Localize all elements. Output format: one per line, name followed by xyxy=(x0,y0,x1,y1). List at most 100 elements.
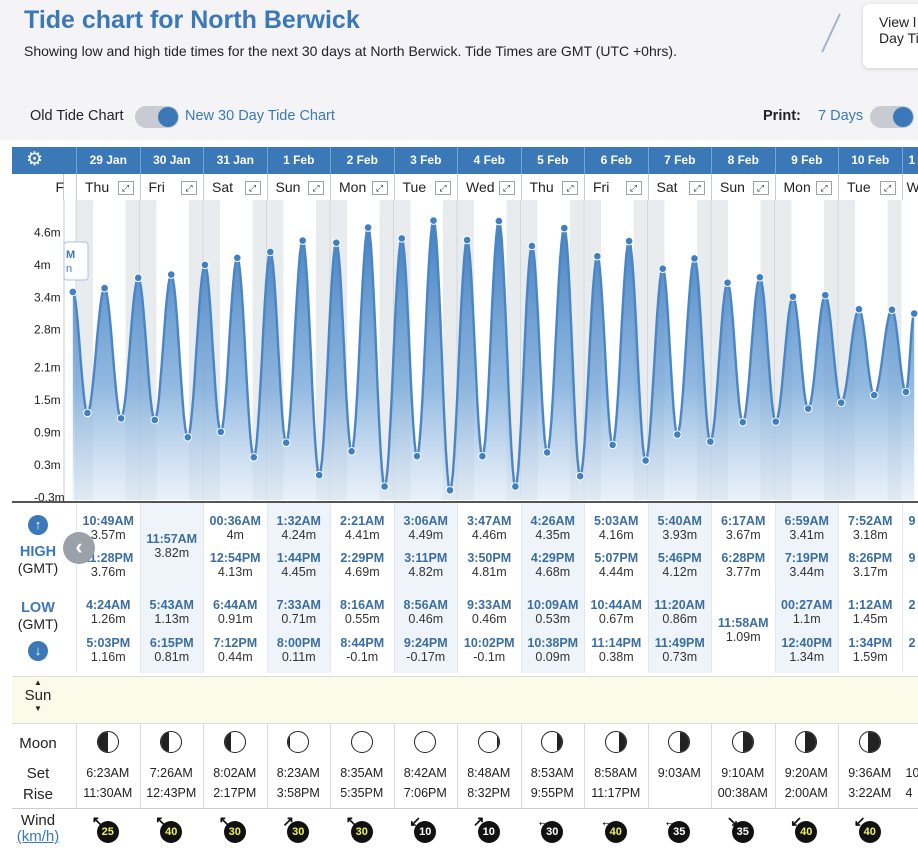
day-of-week: Sun xyxy=(266,174,331,200)
expand-icon[interactable]: ⤢ xyxy=(244,181,261,195)
high-tide-time: 3:11PM xyxy=(404,551,448,565)
partial-cell: 4 xyxy=(905,786,913,800)
date-cell[interactable]: 4 Feb xyxy=(457,147,521,174)
moon-rise-time: 11:30AM xyxy=(83,786,133,800)
tide-extreme-point xyxy=(216,427,226,437)
date-cell[interactable]: 10 Feb xyxy=(838,147,902,174)
expand-icon[interactable]: ⤢ xyxy=(879,181,896,195)
previous-arrow-icon[interactable]: ‹ xyxy=(63,532,95,564)
wind-speed-badge: 35 xyxy=(668,821,691,843)
y-axis-panel xyxy=(12,200,64,502)
new-chart-label[interactable]: New 30 Day Tide Chart xyxy=(185,108,335,124)
expand-icon[interactable]: ⤢ xyxy=(117,181,134,195)
low-tide-time: 11:14PM xyxy=(591,636,642,650)
tide-extreme-point xyxy=(527,241,537,251)
wind-direction-icon: ↙ xyxy=(790,813,802,829)
expand-icon[interactable]: ⤢ xyxy=(308,181,324,195)
low-tide-height: 1.09m xyxy=(725,630,761,644)
expand-icon[interactable]: ⤢ xyxy=(498,181,515,195)
tide-extreme-point xyxy=(673,430,682,439)
date-cell[interactable]: 8 Feb xyxy=(711,147,775,174)
view-button-line1: View l xyxy=(879,14,917,30)
expand-icon[interactable]: ⤢ xyxy=(625,181,642,195)
low-tide-height: -0.1m xyxy=(473,650,506,664)
tide-column: 3:06AM 4.49m 3:11PM 4.82m 8:56AM 0.46m 9:24PM -… xyxy=(393,503,457,673)
moon-phase-icon xyxy=(668,731,691,753)
high-tide-height: 4.81m xyxy=(471,565,507,579)
wind-unit-link[interactable]: (km/h) xyxy=(16,828,60,845)
tide-extreme-point xyxy=(803,404,813,413)
date-cell[interactable]: 2 Feb xyxy=(330,147,394,174)
partial-tide-time: 2 xyxy=(908,636,916,650)
moon-phase-icon xyxy=(604,731,627,753)
tooltip-subtext: n xyxy=(66,263,72,275)
day-of-week: Fri xyxy=(584,174,648,200)
old-chart-label[interactable]: Old Tide Chart xyxy=(30,108,124,124)
high-tide-time: 12:54PM xyxy=(209,551,261,565)
tide-extreme-point xyxy=(641,456,650,465)
high-tide-height: 3.67m xyxy=(725,528,761,542)
day-of-week: Sat xyxy=(647,174,712,200)
moon-shadow xyxy=(496,732,499,752)
gear-icon[interactable]: ⚙ xyxy=(26,149,44,170)
tide-extreme-point xyxy=(83,408,92,418)
wind-speed-badge: 30 xyxy=(223,821,246,843)
low-tide-time: 11:20AM xyxy=(654,598,706,612)
expand-icon[interactable]: ⤢ xyxy=(371,181,388,195)
date-cell[interactable]: 31 Jan xyxy=(203,147,267,174)
moon-set-time: 9:20AM xyxy=(784,766,828,780)
tide-column: 00:36AM 4m 12:54PM 4.13m 6:44AM 0.91m 7:12PM 0.… xyxy=(203,503,267,673)
high-tide-time: 7:52AM xyxy=(848,514,893,528)
y-tick-label: 0.3m xyxy=(34,458,61,472)
day-row-left-strip: F xyxy=(12,174,64,200)
moon-phase-icon xyxy=(477,731,500,753)
date-cell[interactable]: 29 Jan xyxy=(76,147,140,174)
expand-icon[interactable]: ⤢ xyxy=(562,181,578,195)
scroll-up-icon[interactable]: ↑ xyxy=(28,515,48,535)
column-divider xyxy=(266,676,268,808)
day-of-week: Fri xyxy=(139,174,204,200)
moon-set-time: 8:58AM xyxy=(594,766,638,780)
sun-label-text: Sun xyxy=(24,687,52,704)
date-cell[interactable]: 7 Feb xyxy=(647,147,712,174)
expand-icon[interactable]: ⤢ xyxy=(181,181,197,195)
wind-direction-icon: ↗ xyxy=(282,813,294,829)
column-divider xyxy=(838,676,839,808)
low-tide-time: 10:02PM xyxy=(463,636,515,650)
tide-extreme-point xyxy=(478,451,487,461)
date-cell[interactable]: 1 Feb xyxy=(266,147,331,174)
date-cell[interactable]: 6 Feb xyxy=(584,147,648,174)
day-of-week: Tue xyxy=(393,174,458,200)
day-of-week: Thu xyxy=(76,174,140,200)
date-cell[interactable]: 3 Feb xyxy=(393,147,458,174)
expand-icon[interactable]: ⤢ xyxy=(689,181,705,195)
expand-icon[interactable]: ⤢ xyxy=(752,181,769,195)
high-tide-time: 3:06AM xyxy=(403,514,448,528)
chart-baseline xyxy=(12,501,918,503)
tide-extreme-point xyxy=(608,440,617,450)
low-label: LOW (GMT) xyxy=(12,599,64,632)
print-days-toggle[interactable] xyxy=(870,106,914,128)
tide-column: 5:40AM 3.93m 5:46PM 4.12m 11:20AM 0.86m 11:49P… xyxy=(647,503,711,673)
moon-rise-time: 5:35PM xyxy=(340,786,384,800)
high-tide-height: 4.69m xyxy=(344,565,380,579)
print-days-label[interactable]: 7 Days xyxy=(818,108,864,124)
tide-extreme-point xyxy=(887,305,897,315)
high-tide-time: 6:17AM xyxy=(721,514,766,528)
high-tide-height: 4.16m xyxy=(598,528,634,542)
expand-icon[interactable]: ⤢ xyxy=(435,181,451,195)
tide-extreme-point xyxy=(494,216,504,226)
scroll-down-icon[interactable]: ↓ xyxy=(28,641,48,661)
high-tide-time: 6:28PM xyxy=(721,551,766,565)
date-cell[interactable]: 9 Feb xyxy=(774,147,839,174)
expand-icon[interactable]: ⤢ xyxy=(816,181,832,195)
view-button-line2: Day Ti xyxy=(879,30,918,46)
low-tide-time: 5:43AM xyxy=(149,598,194,612)
date-cell[interactable]: 30 Jan xyxy=(139,147,204,174)
view-day-tides-button[interactable]: View l Day Ti xyxy=(863,4,918,68)
date-cell[interactable]: 5 Feb xyxy=(520,147,585,174)
low-tide-time: 1:12AM xyxy=(848,598,893,612)
sun-down-arrow-icon: ▼ xyxy=(34,704,42,713)
moon-shadow xyxy=(867,732,880,752)
chart-type-toggle[interactable] xyxy=(135,106,179,128)
